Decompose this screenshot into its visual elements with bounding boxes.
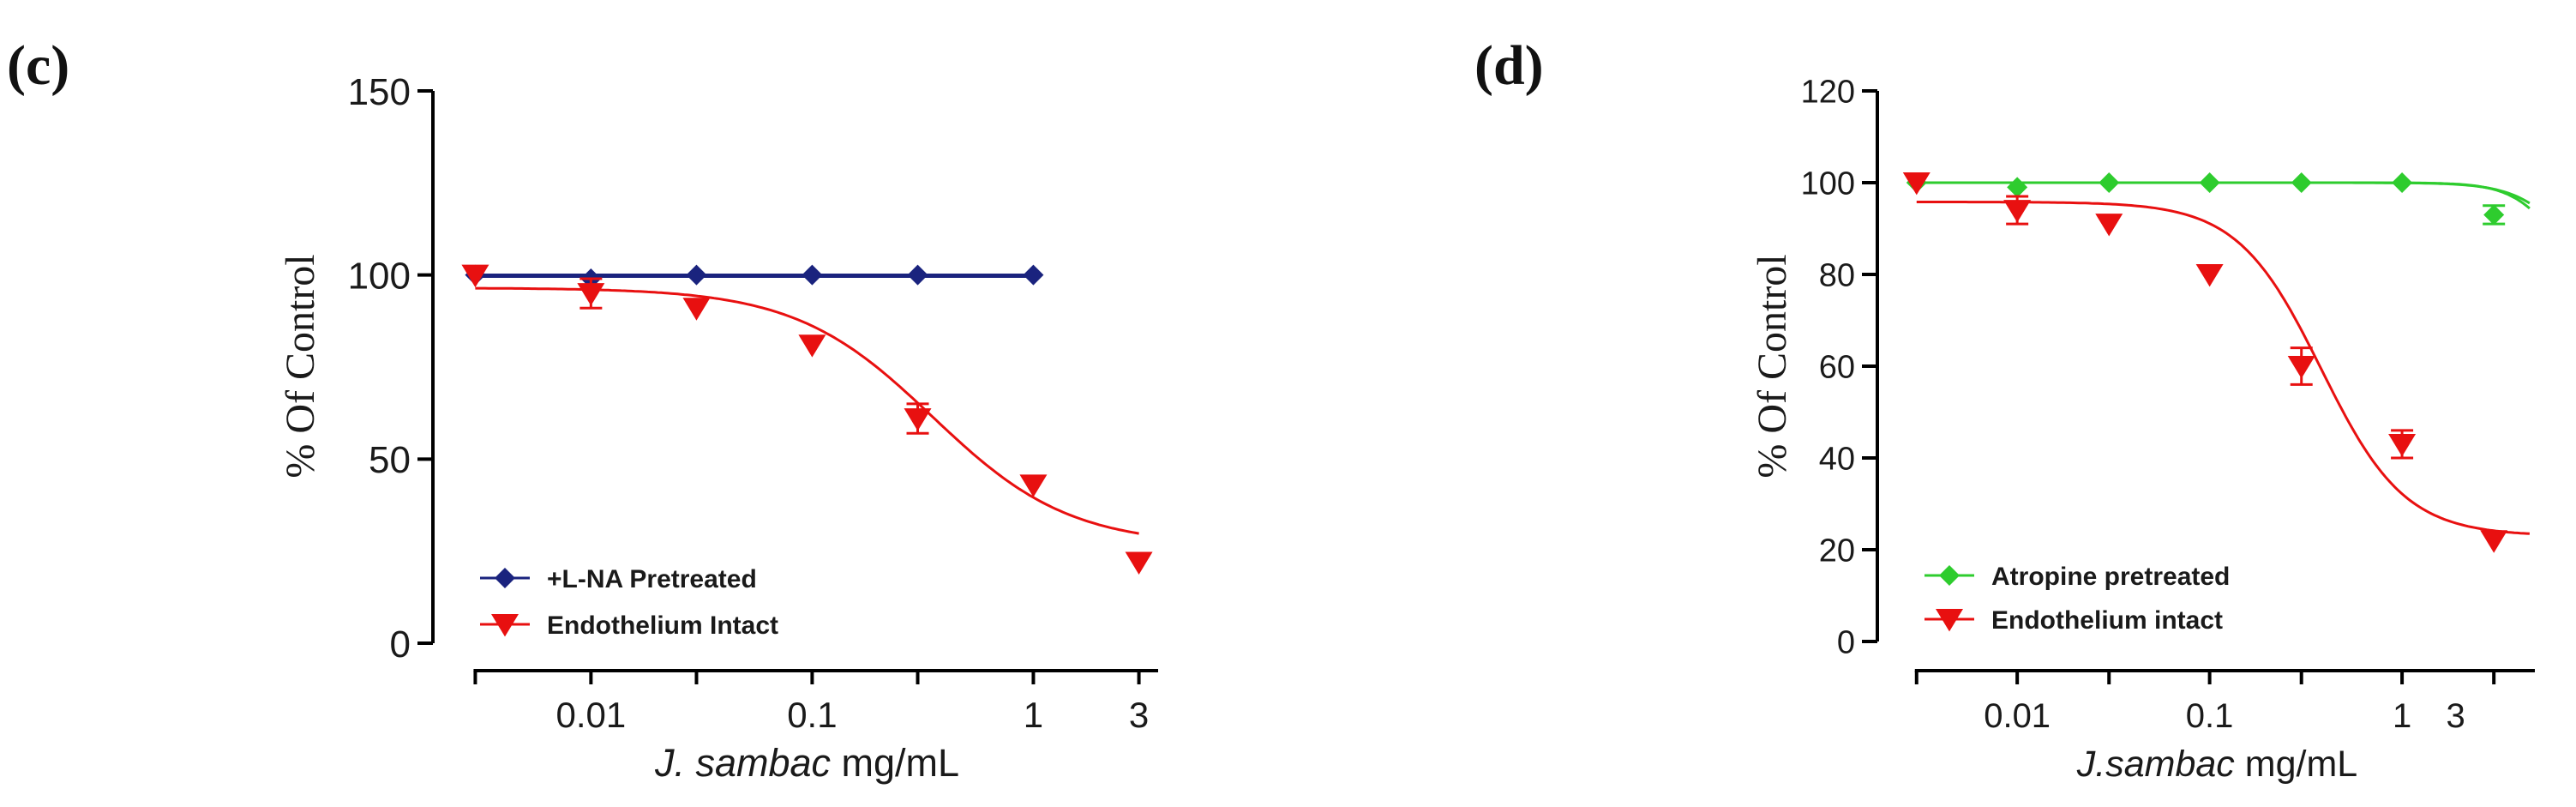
y-tick-label: 0 — [390, 623, 411, 665]
y-tick-label: 0 — [1837, 625, 1855, 661]
legend-entry-1: Endothelium intact — [1924, 606, 2223, 635]
x-tick-label: 3 — [1129, 695, 1149, 735]
y-tick-label: 20 — [1819, 533, 1855, 569]
x-axis-label-species: J.sambac — [2076, 744, 2236, 785]
data-point — [904, 408, 932, 431]
y-tick-label: 150 — [348, 71, 411, 113]
series-1 — [461, 264, 1153, 575]
data-point — [2388, 433, 2417, 457]
legend-label: Atropine pretreated — [1991, 563, 2230, 591]
data-point — [2007, 177, 2028, 198]
data-point — [1019, 474, 1048, 497]
x-tick-label: 0.1 — [2186, 697, 2234, 735]
legend-entry-0: Atropine pretreated — [1924, 563, 2230, 591]
x-tick-label: 1 — [1024, 695, 1043, 735]
legend-marker — [1939, 565, 1960, 586]
legend-label: Endothelium intact — [1991, 606, 2223, 635]
data-point — [461, 264, 489, 288]
y-axis-label: % Of Control — [278, 254, 323, 478]
data-point — [2099, 172, 2120, 193]
x-tick-label: 3 — [2447, 697, 2465, 735]
data-point — [682, 298, 711, 321]
legend-label: +L-NA Pretreated — [547, 565, 757, 593]
fit-curve — [475, 286, 1139, 535]
data-point — [1125, 551, 1153, 575]
data-point — [798, 334, 826, 358]
x-axis-label-species: J. sambac — [654, 741, 831, 785]
series-0 — [1906, 172, 2531, 226]
series-1 — [1902, 172, 2530, 553]
fit-curve — [1916, 201, 2530, 535]
x-axis-label: J.sambac mg/mL — [2076, 744, 2357, 785]
data-point — [2199, 172, 2220, 193]
data-point — [2195, 264, 2224, 287]
data-point — [2003, 200, 2032, 223]
legend-entry-0: +L-NA Pretreated — [480, 565, 757, 593]
legend-marker — [495, 568, 515, 588]
legend-marker — [491, 614, 519, 637]
chart-panel-d: (d) 0 20 40 60 80 100 120 0.01 0.1 1 3 % Of Control J… — [1474, 34, 2535, 785]
y-tick-label: 120 — [1801, 75, 1855, 111]
x-axis-label-units: mg/mL — [2235, 744, 2357, 785]
data-point — [2095, 214, 2123, 237]
data-point — [2287, 356, 2315, 379]
y-tick-label: 80 — [1819, 258, 1855, 294]
y-tick-label: 60 — [1819, 350, 1855, 386]
series-0 — [465, 264, 1044, 289]
data-point — [686, 264, 707, 286]
y-tick-label: 100 — [1801, 166, 1855, 202]
panel-letter: (d) — [1474, 34, 1544, 97]
panel-letter: (c) — [7, 34, 69, 97]
data-point — [1023, 264, 1044, 286]
legend-entry-1: Endothelium Intact — [480, 611, 778, 640]
data-point — [577, 283, 605, 306]
data-point — [1902, 172, 1930, 196]
y-tick-label: 50 — [369, 439, 411, 481]
data-point — [802, 264, 823, 286]
data-point — [907, 264, 928, 286]
data-point — [2392, 172, 2413, 193]
data-point — [2483, 204, 2505, 226]
x-tick-label: 0.01 — [555, 695, 626, 735]
x-tick-label: 0.1 — [787, 695, 837, 735]
x-tick-label: 1 — [2393, 697, 2411, 735]
legend-label: Endothelium Intact — [547, 611, 778, 640]
x-axis-label-units: mg/mL — [831, 741, 959, 785]
y-tick-label: 100 — [348, 256, 411, 298]
data-point — [2480, 530, 2508, 553]
y-axis-label: % Of Control — [1750, 254, 1795, 478]
chart-panel-c: (c) 0 50 100 150 0.01 0.1 1 3 % Of Control J. samb… — [7, 34, 1158, 785]
legend-marker — [1936, 609, 1963, 632]
y-tick-label: 40 — [1819, 442, 1855, 478]
data-point — [2291, 172, 2312, 193]
x-tick-label: 0.01 — [1984, 697, 2051, 735]
x-axis-label: J. sambac mg/mL — [654, 741, 959, 785]
